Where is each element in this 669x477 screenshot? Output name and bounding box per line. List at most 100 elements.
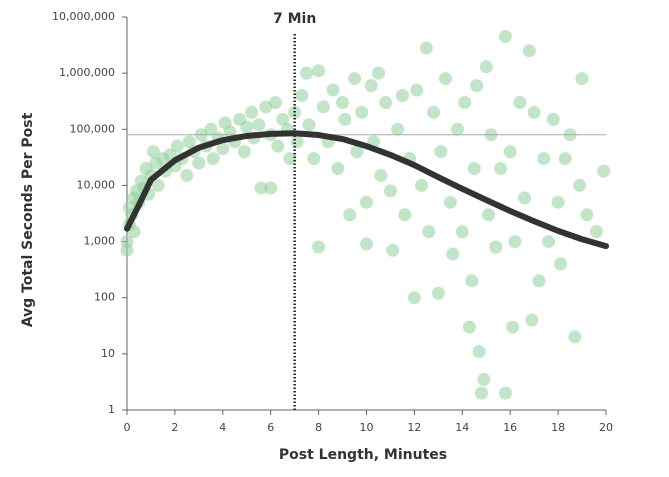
point bbox=[312, 64, 326, 78]
point bbox=[455, 225, 469, 239]
x-tick-label: 14 bbox=[455, 421, 469, 434]
x-tick-label: 0 bbox=[124, 421, 131, 434]
point bbox=[302, 118, 316, 132]
point bbox=[206, 152, 220, 166]
x-axis-title: Post Length, Minutes bbox=[279, 447, 447, 463]
point bbox=[350, 145, 364, 159]
point bbox=[470, 79, 484, 93]
point bbox=[451, 122, 465, 136]
y-axis-title: Avg Total Seconds Per Post bbox=[20, 112, 36, 327]
point bbox=[542, 235, 556, 249]
point bbox=[427, 105, 441, 119]
point bbox=[568, 330, 582, 344]
point bbox=[276, 112, 290, 126]
point bbox=[506, 320, 520, 334]
point bbox=[472, 345, 486, 359]
point bbox=[465, 274, 479, 288]
point bbox=[331, 162, 345, 176]
x-tick-label: 16 bbox=[503, 421, 517, 434]
point bbox=[589, 225, 603, 239]
x-tick-label: 20 bbox=[599, 421, 613, 434]
point bbox=[580, 208, 594, 222]
y-tick-label: 10,000,000 bbox=[52, 10, 115, 23]
y-tick-label: 100 bbox=[94, 291, 115, 304]
point bbox=[439, 72, 453, 86]
point bbox=[312, 240, 326, 254]
point bbox=[474, 386, 488, 400]
point bbox=[326, 83, 340, 97]
point bbox=[355, 105, 369, 119]
point bbox=[240, 120, 254, 134]
y-tick-label: 1 bbox=[108, 403, 115, 416]
point bbox=[383, 184, 397, 198]
point bbox=[192, 156, 206, 170]
point bbox=[252, 118, 266, 132]
point bbox=[182, 135, 196, 149]
point bbox=[343, 208, 357, 222]
point bbox=[245, 105, 259, 119]
y-tick-label: 10,000 bbox=[77, 178, 116, 191]
point bbox=[467, 162, 481, 176]
point bbox=[410, 83, 424, 97]
point bbox=[498, 29, 512, 43]
point bbox=[443, 195, 457, 209]
point bbox=[180, 169, 194, 183]
x-tick-label: 10 bbox=[360, 421, 374, 434]
y-tick-label: 1,000 bbox=[84, 235, 116, 248]
point bbox=[360, 237, 373, 251]
x-tick-label: 6 bbox=[267, 421, 274, 434]
point bbox=[379, 95, 393, 109]
point bbox=[216, 142, 230, 156]
point bbox=[307, 152, 321, 166]
point bbox=[374, 169, 388, 183]
point bbox=[522, 44, 536, 58]
point bbox=[268, 95, 282, 109]
point bbox=[407, 291, 421, 305]
point bbox=[371, 66, 385, 80]
y-tick-label: 100,000 bbox=[70, 122, 116, 135]
point bbox=[573, 178, 587, 192]
point bbox=[553, 257, 567, 271]
point bbox=[204, 122, 218, 136]
x-tick-label: 4 bbox=[219, 421, 226, 434]
point bbox=[518, 191, 532, 205]
point bbox=[537, 152, 551, 166]
point bbox=[348, 72, 362, 86]
annotation: 7 Min bbox=[273, 11, 316, 27]
x-tick-label: 2 bbox=[171, 421, 178, 434]
point bbox=[597, 164, 611, 178]
point bbox=[295, 88, 309, 102]
point bbox=[271, 139, 285, 153]
point bbox=[151, 178, 165, 192]
y-tick-label: 1,000,000 bbox=[59, 66, 115, 79]
point bbox=[508, 235, 522, 249]
point bbox=[338, 112, 352, 126]
point bbox=[527, 105, 541, 119]
point bbox=[546, 112, 560, 126]
point bbox=[283, 152, 297, 166]
y-tick-label: 10 bbox=[101, 347, 115, 360]
point bbox=[146, 145, 160, 159]
point bbox=[479, 60, 493, 74]
point bbox=[364, 79, 378, 93]
point bbox=[434, 145, 448, 159]
point bbox=[419, 41, 433, 55]
point bbox=[477, 372, 491, 386]
point bbox=[525, 313, 539, 327]
point bbox=[336, 95, 350, 109]
point bbox=[458, 95, 472, 109]
point bbox=[503, 145, 517, 159]
point bbox=[513, 95, 527, 109]
point bbox=[360, 195, 373, 209]
point bbox=[120, 235, 134, 249]
point bbox=[494, 162, 508, 176]
point bbox=[398, 208, 412, 222]
point bbox=[558, 152, 572, 166]
point bbox=[462, 320, 476, 334]
point bbox=[446, 247, 460, 261]
point bbox=[431, 286, 445, 300]
x-tick-label: 8 bbox=[315, 421, 322, 434]
point bbox=[254, 181, 268, 195]
point bbox=[415, 178, 429, 192]
